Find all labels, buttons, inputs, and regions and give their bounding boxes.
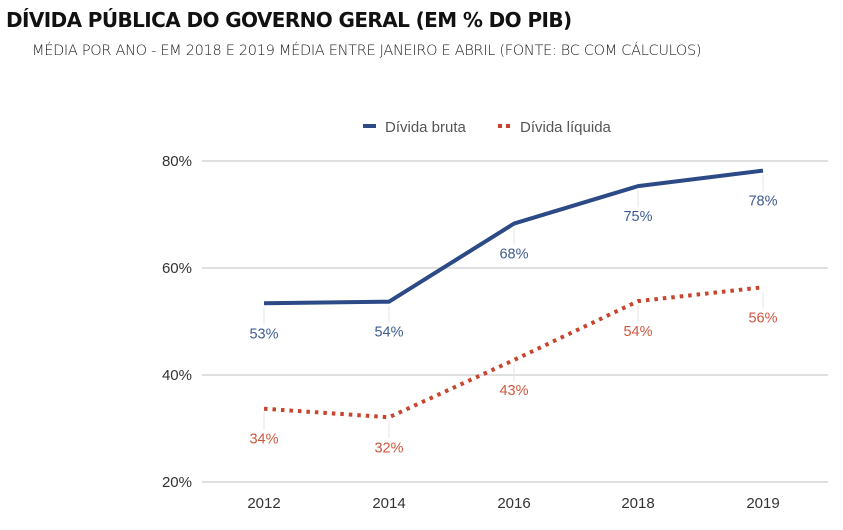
y-axis: 20% 40% 60% 80%	[162, 153, 192, 491]
data-label: 43%	[499, 383, 528, 399]
label-leaders	[263, 174, 764, 439]
gridlines	[202, 160, 828, 483]
legend-label: Dívida líquida	[520, 119, 612, 136]
y-tick-label: 40%	[162, 367, 192, 384]
data-label: 53%	[249, 326, 278, 342]
x-tick-label: 2014	[372, 495, 405, 512]
data-labels: 53% 54% 68% 75% 78% 34% 32% 43% 54% 56%	[249, 194, 777, 457]
x-tick-label: 2012	[247, 495, 280, 512]
legend: Dívida bruta Dívida líquida	[363, 119, 612, 136]
legend-swatch-dot	[506, 124, 510, 128]
data-label: 54%	[374, 325, 403, 341]
y-tick-label: 20%	[162, 474, 192, 491]
legend-label: Dívida bruta	[385, 119, 467, 136]
data-label: 78%	[748, 194, 777, 210]
series-line-divida-bruta	[263, 168, 764, 306]
x-tick-label: 2016	[497, 495, 530, 512]
x-axis: 2012 2014 2016 2018 2019	[247, 495, 779, 512]
data-label: 68%	[499, 247, 528, 263]
data-label: 32%	[374, 440, 403, 456]
series-lines	[263, 168, 764, 420]
data-label: 54%	[623, 324, 652, 340]
y-tick-label: 60%	[162, 260, 192, 277]
data-label: 56%	[748, 310, 777, 326]
chart-title: DÍVIDA PÚBLICA DO GOVERNO GERAL (EM % DO…	[6, 8, 572, 32]
x-tick-label: 2019	[746, 495, 779, 512]
chart-subtitle: MÉDIA POR ANO - EM 2018 E 2019 MÉDIA ENT…	[32, 43, 702, 59]
x-tick-label: 2018	[621, 495, 654, 512]
legend-swatch-solid	[363, 124, 376, 128]
data-label: 34%	[249, 432, 278, 448]
data-label: 75%	[623, 209, 652, 225]
y-tick-label: 80%	[162, 153, 192, 170]
legend-swatch-dot	[498, 124, 502, 128]
